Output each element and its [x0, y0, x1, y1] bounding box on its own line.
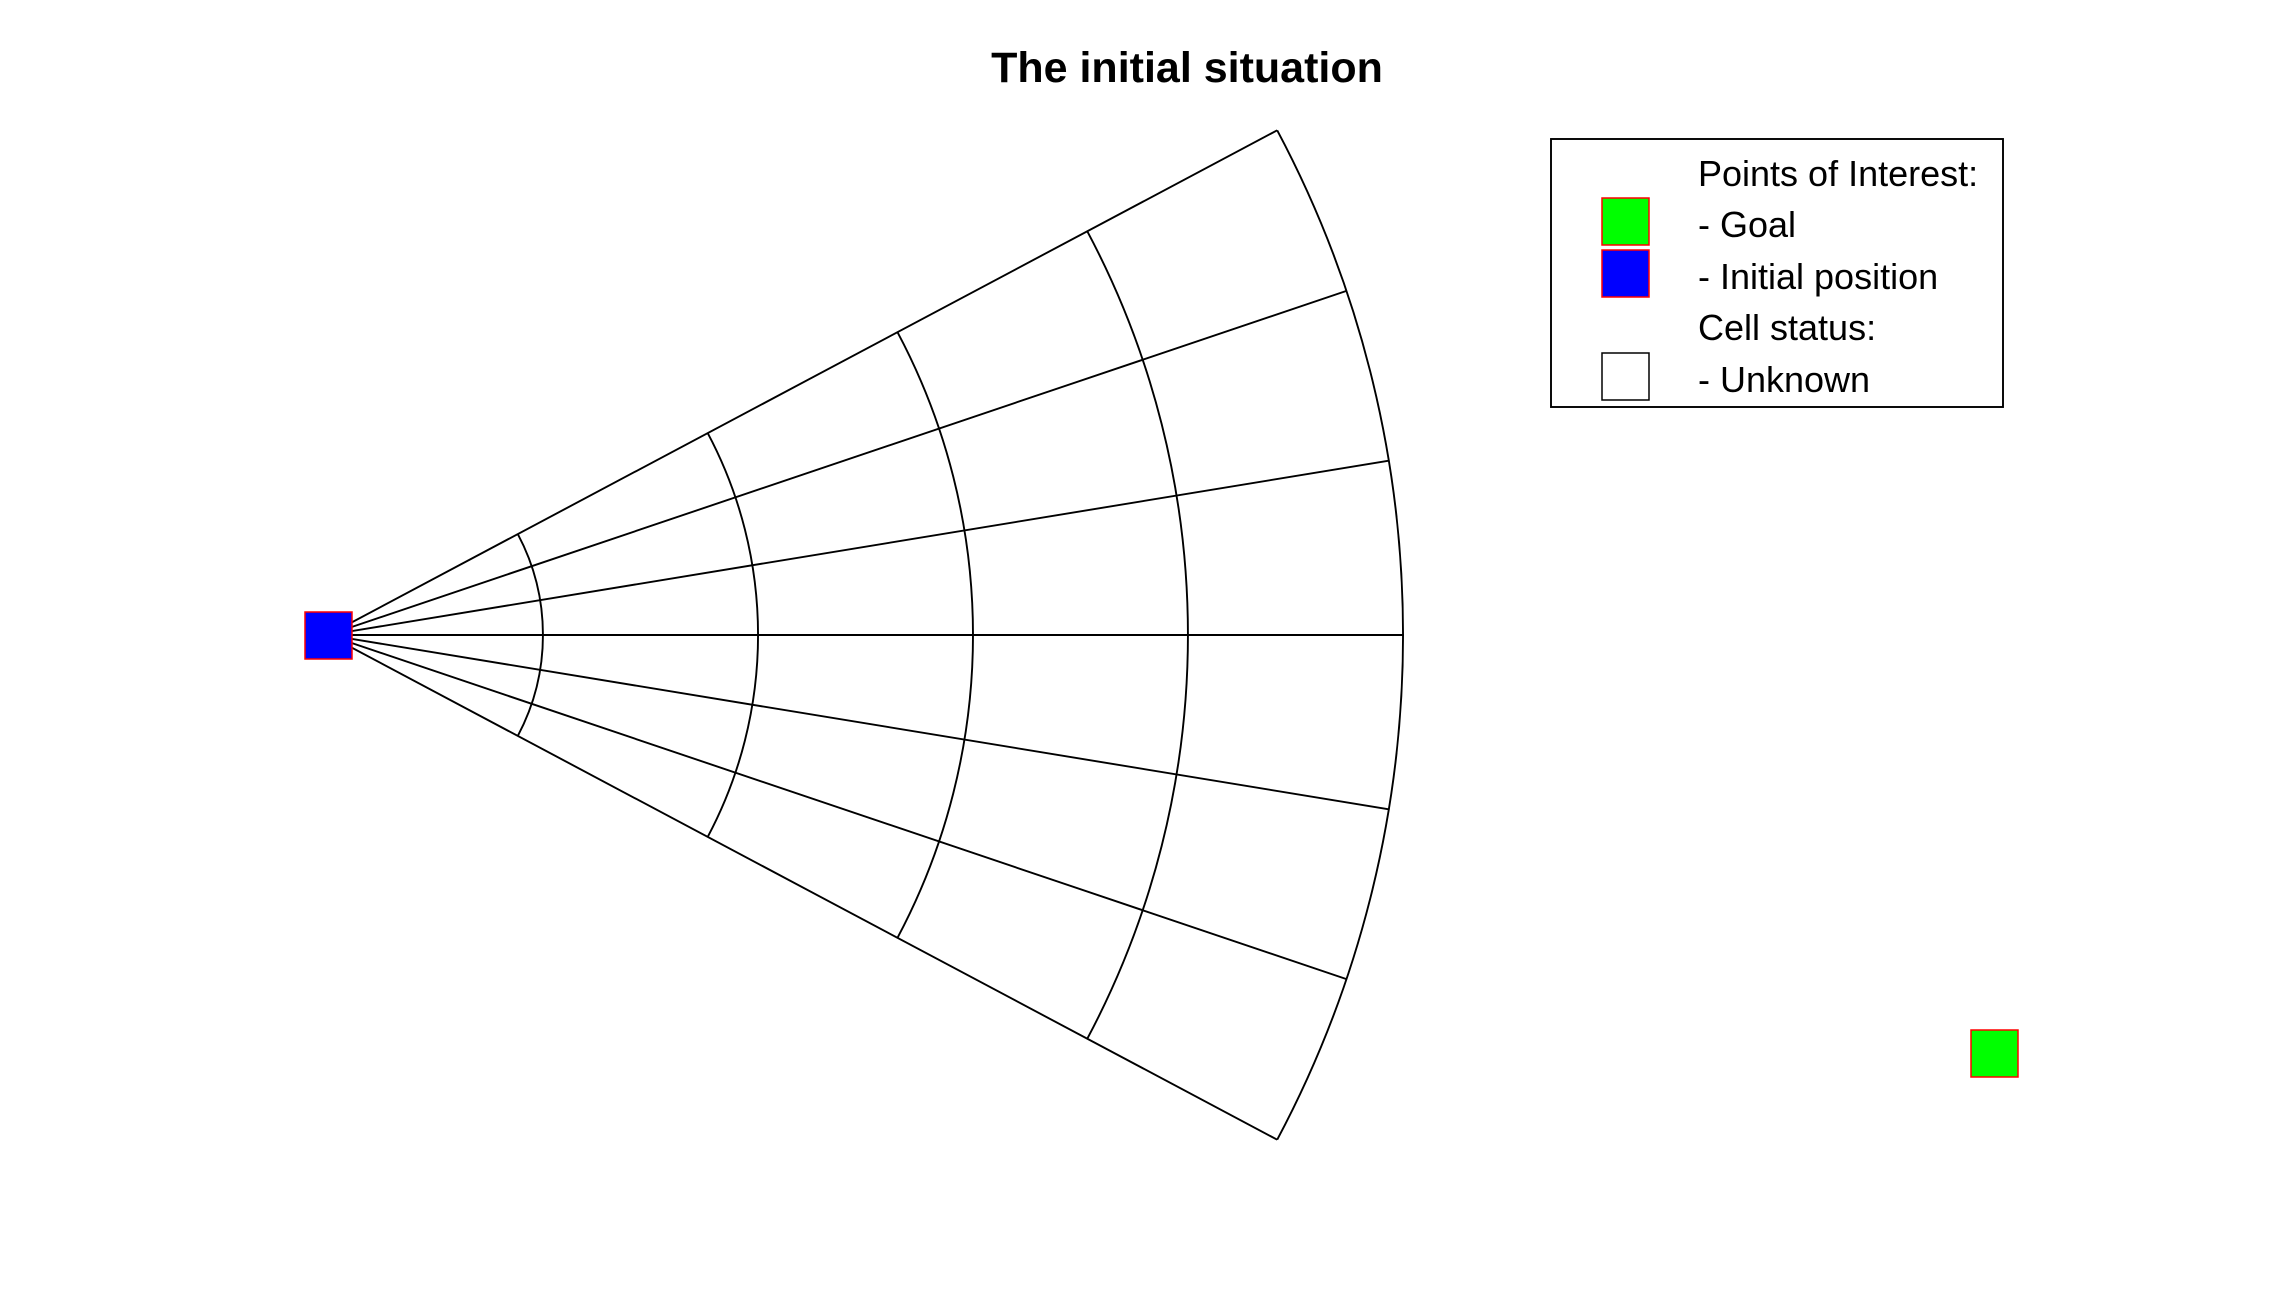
legend-initial-label: - Initial position — [1698, 256, 1938, 297]
diagram-title: The initial situation — [991, 44, 1383, 92]
grid-arc — [1276, 129, 1404, 1141]
goal-marker — [1971, 1030, 2018, 1077]
legend-section-poi: Points of Interest: — [1698, 153, 1978, 194]
legend-initial-swatch-edge — [1601, 249, 1650, 298]
legend-goal-swatch — [1602, 198, 1649, 245]
legend-goal-swatch-edge — [1601, 197, 1650, 246]
grid-spoke — [327, 459, 1389, 636]
legend-unknown-label: - Unknown — [1698, 359, 1870, 400]
legend-initial-swatch — [1602, 250, 1649, 297]
grid-arc — [516, 533, 544, 737]
legend: Points of Interest: - Goal - Initial pos… — [1550, 138, 2004, 408]
legend-unknown-swatch — [1601, 352, 1650, 401]
legend-section-cell: Cell status: — [1698, 307, 1876, 348]
grid-arc — [706, 432, 759, 838]
grid-spoke — [327, 289, 1347, 636]
initial-position-marker-edge — [304, 611, 353, 660]
goal-marker-edge — [1970, 1029, 2019, 1078]
grid-spoke — [327, 634, 1389, 811]
grid-spoke — [327, 634, 1347, 980]
grid-arc — [1086, 230, 1189, 1040]
legend-goal-label: - Goal — [1698, 204, 1796, 245]
grid-spoke — [327, 129, 1278, 636]
grid-spoke — [327, 634, 1278, 1141]
grid-arc — [896, 331, 974, 939]
initial-position-marker — [305, 612, 352, 659]
sensor-fan-grid — [327, 129, 1404, 1141]
